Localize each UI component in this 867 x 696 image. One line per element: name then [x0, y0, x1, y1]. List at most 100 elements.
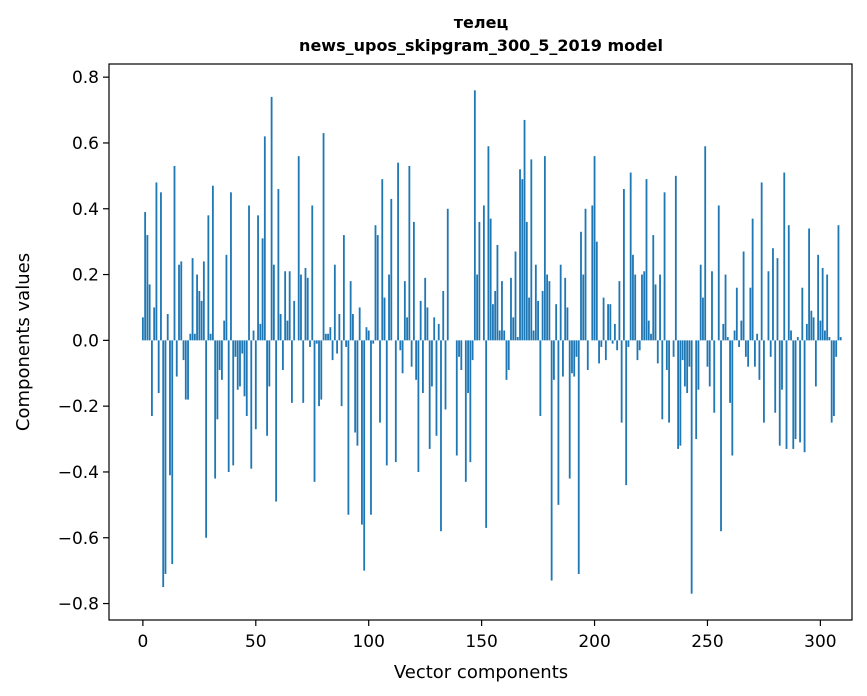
chart-title: телец [454, 13, 509, 32]
bar-component-102 [372, 340, 375, 344]
bar-component-226 [652, 235, 655, 341]
bar-component-294 [805, 323, 808, 341]
bar-component-43 [239, 340, 241, 387]
bar-component-274 [760, 182, 763, 341]
bar-component-230 [661, 340, 664, 420]
bar-component-284 [783, 172, 786, 341]
bar-series [141, 90, 842, 594]
bar-component-32 [214, 340, 217, 479]
bar-component-308 [837, 225, 840, 341]
bar-component-33 [216, 340, 219, 420]
bar-component-246 [697, 340, 700, 390]
bar-component-67 [293, 300, 296, 341]
bar-component-199 [591, 205, 594, 341]
bar-component-45 [243, 340, 246, 397]
bar-component-132 [440, 340, 442, 532]
bar-component-83 [329, 327, 332, 341]
bar-component-223 [645, 179, 648, 341]
bar-component-21 [189, 333, 192, 341]
bar-component-202 [598, 340, 600, 364]
x-tick-label: 100 [352, 632, 384, 652]
bar-component-154 [489, 218, 492, 341]
chart-subtitle: news_upos_skipgram_300_5_2019 model [299, 36, 663, 55]
bar-component-116 [403, 281, 406, 341]
bar-component-151 [482, 205, 485, 341]
bar-component-185 [559, 264, 562, 341]
bar-component-24 [196, 274, 198, 341]
bar-component-191 [573, 340, 576, 377]
bar-component-173 [532, 330, 535, 341]
bar-component-22 [191, 258, 194, 341]
bar-component-17 [180, 261, 183, 341]
bar-component-211 [618, 281, 621, 341]
bar-component-225 [650, 333, 652, 341]
bar-component-66 [291, 340, 293, 403]
bar-component-156 [494, 291, 497, 341]
bar-component-168 [521, 179, 524, 341]
bar-component-60 [277, 189, 280, 341]
bar-component-155 [492, 304, 494, 341]
bar-component-182 [552, 340, 555, 380]
bar-component-178 [543, 156, 546, 341]
bar-component-262 [733, 330, 736, 341]
bar-component-263 [735, 287, 738, 341]
bar-component-243 [690, 340, 693, 594]
bar-component-289 [794, 340, 797, 440]
bar-component-240 [683, 340, 686, 387]
bar-component-59 [275, 340, 278, 502]
bar-component-69 [297, 156, 300, 341]
bar-component-95 [356, 340, 359, 446]
bar-component-260 [729, 340, 731, 403]
bar-component-163 [510, 277, 512, 341]
bar-component-123 [419, 300, 422, 341]
bar-component-117 [406, 317, 409, 341]
bar-component-153 [487, 146, 490, 341]
bar-component-302 [824, 330, 826, 341]
bar-component-20 [187, 340, 189, 400]
bar-component-280 [774, 340, 777, 413]
bar-component-164 [512, 317, 515, 341]
bar-component-141 [460, 340, 463, 370]
bar-component-103 [374, 225, 377, 341]
bar-component-303 [826, 274, 829, 341]
bar-component-227 [654, 284, 657, 341]
bar-component-183 [555, 304, 558, 341]
bar-component-118 [408, 165, 411, 341]
bar-component-174 [534, 264, 537, 341]
bar-component-41 [234, 340, 237, 357]
bar-component-228 [656, 340, 659, 364]
bar-component-65 [288, 271, 291, 341]
bar-component-98 [363, 340, 366, 571]
bar-component-112 [394, 340, 397, 463]
bar-component-0 [141, 317, 144, 341]
bar-component-15 [175, 340, 178, 377]
bar-component-157 [496, 244, 499, 341]
bar-component-107 [383, 297, 386, 341]
plot-area-frame [108, 63, 853, 621]
bar-component-245 [695, 340, 698, 440]
bar-component-239 [681, 340, 684, 361]
bar-component-35 [221, 340, 223, 380]
bar-component-92 [349, 281, 352, 341]
bar-component-197 [586, 340, 589, 370]
bar-component-135 [446, 208, 449, 341]
bar-component-73 [306, 277, 309, 341]
bar-component-109 [388, 274, 390, 341]
bar-component-296 [810, 310, 813, 341]
bar-component-77 [315, 340, 318, 344]
bar-component-241 [686, 340, 689, 393]
x-tick-label: 200 [578, 632, 610, 652]
bar-component-172 [530, 159, 533, 341]
bar-component-189 [568, 340, 571, 479]
bar-component-19 [184, 340, 187, 400]
bar-component-61 [279, 314, 282, 341]
bar-component-281 [776, 258, 779, 341]
bar-component-208 [611, 340, 614, 344]
bar-component-63 [284, 271, 287, 341]
bar-component-42 [236, 340, 239, 390]
x-axis-label: Vector components [394, 662, 568, 683]
bar-component-161 [505, 340, 508, 380]
bar-component-169 [523, 119, 526, 341]
